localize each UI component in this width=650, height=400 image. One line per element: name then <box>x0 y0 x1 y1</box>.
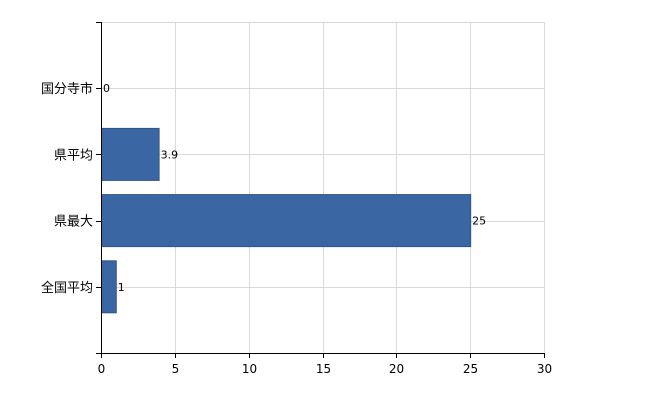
x-tick-label: 5 <box>172 362 180 376</box>
category-label: 県平均 <box>54 148 93 163</box>
data-label: 0 <box>103 82 110 95</box>
bars <box>101 127 472 314</box>
axes <box>96 22 545 358</box>
x-tick-label: 25 <box>463 362 478 376</box>
data-label: 1 <box>118 281 125 294</box>
bar <box>101 194 472 248</box>
data-label: 3.9 <box>161 148 179 161</box>
bar <box>101 127 160 181</box>
grid-lines <box>101 22 545 353</box>
category-label: 県最大 <box>54 215 93 230</box>
x-tick-label: 30 <box>537 362 552 376</box>
data-label: 25 <box>472 215 486 228</box>
x-tick-label: 10 <box>242 362 257 376</box>
labels: 0 国分寺市 3.9 県平均 25 県最大 1 全国平均 0 5 10 15 20 25 30 <box>41 81 552 376</box>
x-tick-label: 0 <box>98 362 106 376</box>
category-label: 国分寺市 <box>41 81 93 97</box>
bar <box>101 260 117 314</box>
x-tick-label: 20 <box>389 362 404 376</box>
x-tick-label: 15 <box>316 362 331 376</box>
category-label: 全国平均 <box>41 280 93 296</box>
